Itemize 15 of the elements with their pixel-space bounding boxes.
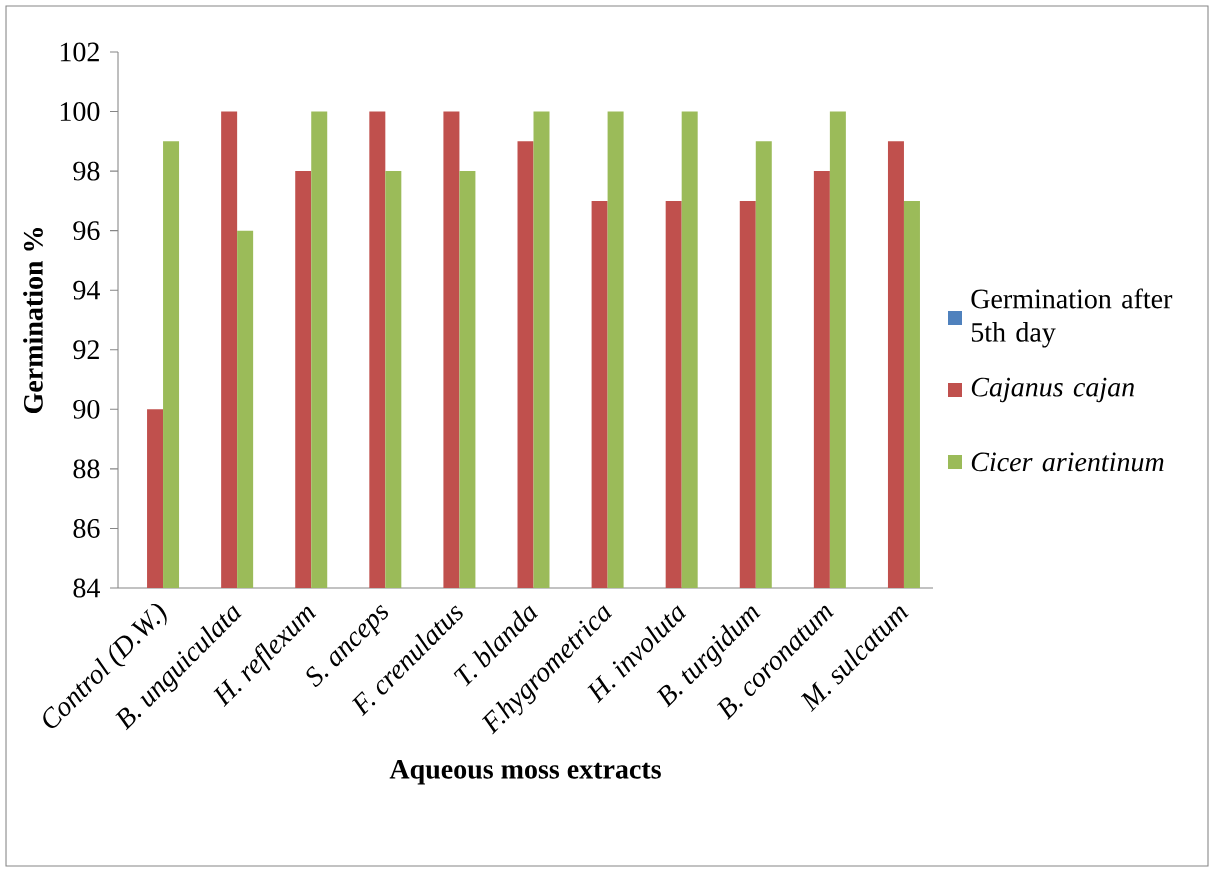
legend-label: Germination after 5th day xyxy=(971,288,1173,348)
y-tick-label: 96 xyxy=(73,221,100,241)
y-tick-label: 94 xyxy=(73,280,100,300)
y-tick-label: 90 xyxy=(73,399,100,419)
y-axis-title: Germination % xyxy=(23,228,43,414)
y-tick-label: 98 xyxy=(73,161,100,181)
y-tick-label: 84 xyxy=(73,578,100,598)
y-tick-label: 100 xyxy=(60,102,100,121)
y-tick-label: 102 xyxy=(60,42,99,62)
y-tick-label: 86 xyxy=(73,518,100,538)
x-axis-title: Aqueous moss extracts xyxy=(389,759,661,785)
y-tick-label: 88 xyxy=(73,459,100,479)
legend-label: Cicer arientinum xyxy=(971,452,1164,472)
y-tick-label: 92 xyxy=(73,340,99,360)
legend-label: Cajanus cajan xyxy=(971,377,1134,403)
